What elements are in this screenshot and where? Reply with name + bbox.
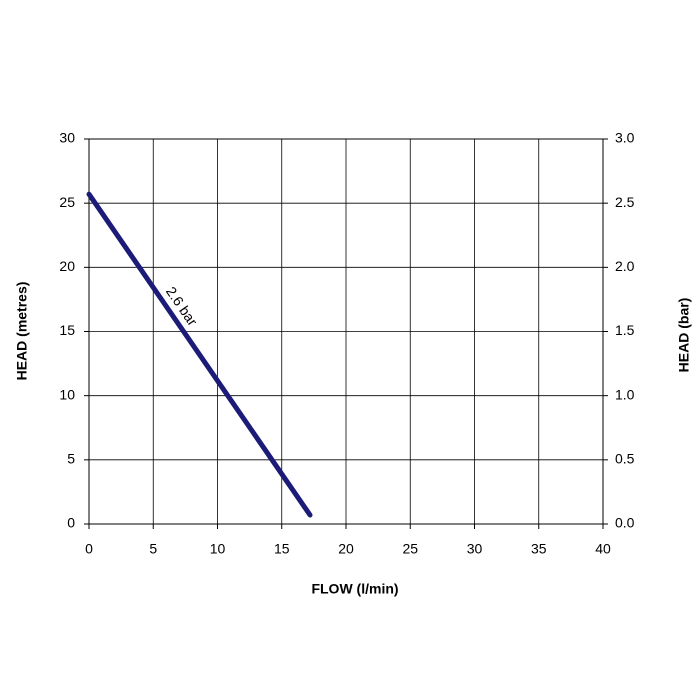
y2-axis-title: HEAD (bar) <box>676 298 692 373</box>
x-tick-label: 10 <box>210 541 226 557</box>
y-tick-label: 10 <box>59 386 75 402</box>
x-tick-label: 5 <box>149 541 157 557</box>
y2-tick-label: 3.0 <box>615 130 635 146</box>
x-tick-label: 40 <box>595 541 611 557</box>
y2-tick-label: 1.5 <box>615 322 635 338</box>
y-tick-label: 25 <box>59 194 75 210</box>
y2-tick-label: 2.0 <box>615 258 635 274</box>
x-tick-label: 0 <box>85 541 93 557</box>
x-tick-label: 25 <box>402 541 418 557</box>
plot-border <box>88 138 604 525</box>
y2-tick-label: 0.5 <box>615 451 635 467</box>
y-tick-label: 30 <box>59 130 75 146</box>
x-tick-label: 15 <box>274 541 290 557</box>
y-tick-label: 5 <box>67 451 75 467</box>
y-tick-label: 0 <box>67 515 75 531</box>
line-series <box>86 191 313 518</box>
y-tick-label: 20 <box>59 258 75 274</box>
y2-tick-label: 0.0 <box>615 515 635 531</box>
y2-tick-label: 1.0 <box>615 386 635 402</box>
x-tick-label: 35 <box>531 541 547 557</box>
y-axis-title: HEAD (metres) <box>14 282 30 381</box>
x-tick-label: 20 <box>338 541 354 557</box>
x-axis-title: FLOW (l/min) <box>311 581 398 597</box>
y2-tick-label: 2.5 <box>615 194 635 210</box>
x-tick-label: 30 <box>467 541 483 557</box>
y-tick-label: 15 <box>59 322 75 338</box>
